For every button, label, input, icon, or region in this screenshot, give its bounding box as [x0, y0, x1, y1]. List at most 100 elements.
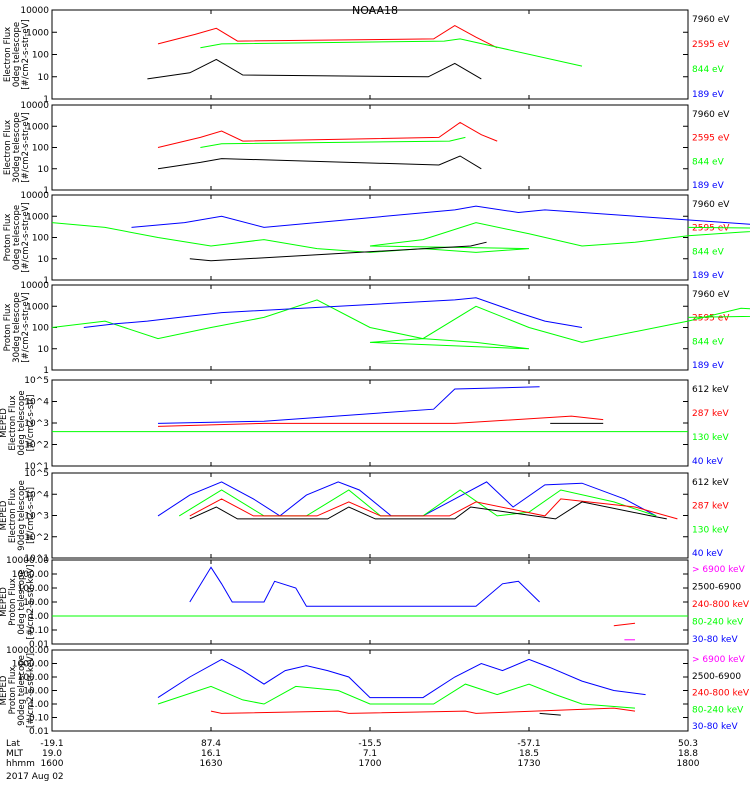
y-tick-label: 1000 — [26, 28, 49, 38]
series-label: 7960 eV — [692, 15, 730, 25]
y-tick-label: 1.00 — [29, 612, 49, 622]
y-tick-label: 10000 — [20, 101, 49, 111]
y-tick-label: 100 — [32, 144, 49, 154]
series-line — [200, 136, 466, 148]
y-tick-label: 0.10 — [29, 714, 49, 724]
y-axis-label: [#/cm2-s-str-keV] — [26, 653, 36, 728]
y-tick-label: 10000.00 — [6, 646, 49, 656]
y-tick-label: 10 — [38, 73, 50, 83]
series-label: 2500-6900 — [692, 583, 741, 593]
panel-2: 1 10 100 1000 10000 Electron Flux 30deg telesc… — [3, 101, 730, 196]
time-row-value: -19.1 — [40, 739, 63, 749]
y-axis-label: Electron Flux — [8, 488, 18, 543]
y-axis-label: MEPED — [0, 408, 9, 438]
time-row-value: 7.1 — [363, 749, 377, 759]
y-tick-label: 100 — [32, 234, 49, 244]
y-axis-label: Electron Flux — [3, 120, 13, 175]
y-tick-label: 10000 — [20, 281, 49, 291]
time-row-label: Lat — [6, 739, 21, 749]
y-axis-label: 0deg telescope — [12, 22, 22, 87]
series-line — [51, 299, 750, 350]
time-row-label: hhmm — [6, 759, 35, 769]
time-row-value: 1800 — [677, 759, 700, 769]
y-tick-label: 10^3 — [24, 419, 49, 429]
time-row-value: 16.1 — [201, 749, 221, 759]
series-label: 40 keV — [692, 549, 724, 559]
y-tick-label: 100.00 — [18, 584, 50, 594]
y-axis-label: Proton Flux — [3, 304, 13, 352]
y-tick-label: 1 — [43, 95, 49, 105]
series-line — [131, 205, 750, 228]
y-tick-label: 1000.00 — [12, 570, 49, 580]
series-line — [157, 155, 482, 170]
series-line — [539, 712, 561, 716]
series-line — [189, 241, 487, 262]
series-label: 7960 eV — [692, 110, 730, 120]
series-label: 189 eV — [692, 271, 725, 281]
time-row-value: 19.0 — [42, 749, 62, 759]
time-row-value: -57.1 — [517, 739, 540, 749]
series-label: 612 keV — [692, 478, 729, 488]
y-tick-label: 1000.00 — [12, 660, 49, 670]
y-tick-label: 10.00 — [23, 598, 49, 608]
panel-frame — [51, 559, 689, 645]
series-label: 2595 eV — [692, 40, 730, 50]
y-tick-label: 10^4 — [24, 490, 49, 500]
series-line — [157, 658, 646, 699]
y-axis-label: 0deg telescope — [17, 390, 27, 455]
y-tick-label: 0.01 — [29, 727, 49, 737]
panel-5: 10^1 10^2 10^3 10^4 10^5 MEPED Electron Flux 0d… — [0, 376, 729, 472]
y-axis-label: [#/cm2-s-str-eV] — [21, 19, 31, 89]
series-label: 2500-6900 — [692, 672, 741, 682]
y-tick-label: 1 — [43, 276, 49, 286]
series-label: 844 eV — [692, 65, 725, 75]
series-label: 189 eV — [692, 90, 725, 100]
panel-frame — [51, 649, 689, 732]
series-label: 240-800 keV — [692, 689, 750, 699]
time-row-value: 1700 — [359, 759, 382, 769]
y-tick-label: 10^2 — [24, 441, 49, 451]
series-label: 240-800 keV — [692, 600, 750, 610]
y-tick-label: 10.00 — [23, 687, 49, 697]
series-label: 7960 eV — [692, 200, 730, 210]
date-label: 2017 Aug 02 — [6, 772, 64, 782]
time-row-value: 18.8 — [678, 749, 698, 759]
y-tick-label: 1000 — [26, 212, 49, 222]
time-row-value: 50.3 — [678, 739, 698, 749]
series-label: 80-240 keV — [692, 705, 744, 715]
series-line — [189, 566, 540, 607]
y-axis-label: 30deg telescope — [12, 292, 22, 363]
y-tick-label: 10 — [38, 255, 50, 265]
y-tick-label: 10^5 — [24, 469, 49, 479]
y-tick-label: 10^4 — [24, 398, 49, 408]
y-axis-label: 90deg telescope — [17, 480, 27, 551]
y-tick-label: 100 — [32, 51, 49, 61]
series-label: 2595 eV — [692, 224, 730, 234]
time-row-value: 1730 — [518, 759, 541, 769]
series-label: 2595 eV — [692, 314, 730, 324]
panel-4: 1 10 100 1000 10000 Proton Flux 30deg telescop… — [3, 281, 750, 376]
series-label: 844 eV — [692, 337, 725, 347]
y-axis-label: 0deg telescope — [17, 569, 27, 634]
panel-frame — [51, 104, 689, 191]
y-tick-label: 1000 — [26, 122, 49, 132]
series-line — [83, 297, 583, 328]
time-row-value: 18.5 — [519, 749, 539, 759]
y-tick-label: 1.00 — [29, 700, 49, 710]
time-row-value: 1630 — [200, 759, 223, 769]
y-axis-label: Electron Flux — [3, 27, 13, 82]
y-tick-label: 1000 — [26, 302, 49, 312]
series-label: 30-80 keV — [692, 722, 738, 732]
y-tick-label: 0.01 — [29, 640, 49, 650]
series-label: 287 keV — [692, 409, 729, 419]
y-axis-label: Proton Flux — [3, 214, 13, 262]
y-tick-label: 10 — [38, 345, 50, 355]
y-tick-label: 10000.00 — [6, 556, 49, 566]
y-tick-label: 10^2 — [24, 533, 49, 543]
y-tick-label: 10^1 — [24, 462, 49, 472]
panel-frame — [51, 9, 689, 100]
series-line — [51, 222, 750, 253]
y-axis-label: [#/cm2-s-str] — [26, 395, 36, 452]
y-tick-label: 10^3 — [24, 512, 49, 522]
